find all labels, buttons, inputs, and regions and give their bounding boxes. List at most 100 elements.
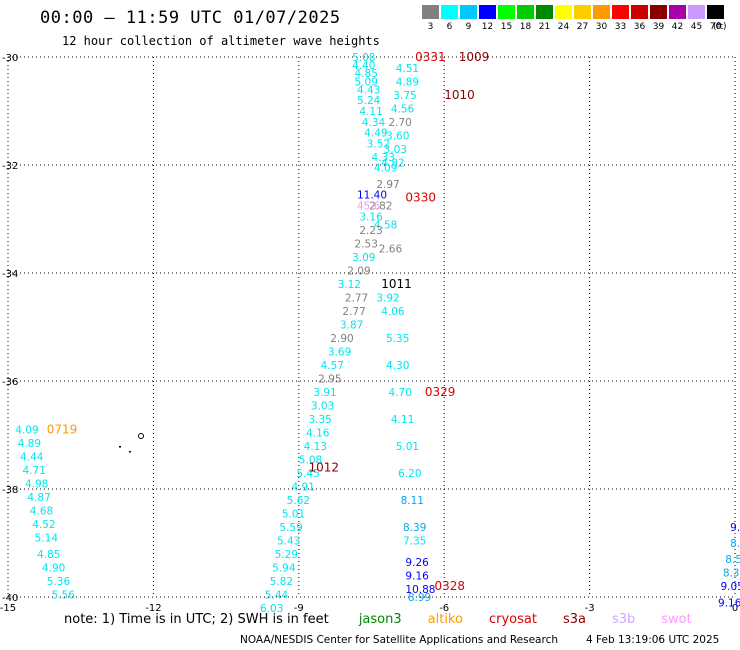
wave-height-label: 5.01: [396, 441, 419, 453]
color-swatch: [688, 5, 705, 19]
page-subtitle: 12 hour collection of altimeter wave hei…: [62, 34, 380, 48]
y-tick-label: -32: [2, 161, 18, 172]
color-swatch-label: 45: [690, 22, 703, 32]
wave-height-observations: 5.084.404.855.094.435.244.114.344.493.52…: [15, 52, 740, 615]
x-tick-label: -15: [0, 603, 16, 614]
color-swatch-label: 33: [614, 22, 627, 32]
y-tick-label: -34: [2, 269, 18, 280]
wave-height-label: 2.77: [345, 292, 368, 304]
wave-height-label: 3.87: [340, 319, 363, 331]
wave-height-label: 8.5: [725, 554, 740, 566]
satellite-legend-item: altiko: [427, 612, 463, 627]
satellite-legend: jason3 altiko cryosat s3a s3b swot: [337, 612, 696, 627]
wave-height-label: 9.26: [405, 557, 429, 569]
map-axis-ticks: -15 -12 -9 -6 -3 0-30-32-34-36-38-40: [0, 53, 738, 614]
wave-height-label: 2.53: [355, 238, 378, 250]
wave-height-label: 3.60: [386, 130, 409, 142]
pass-time-label: 0328: [435, 579, 466, 593]
wave-height-label: 8.7: [730, 538, 740, 550]
wave-height-label: 2.90: [330, 333, 353, 345]
color-swatch: [460, 5, 477, 19]
x-tick-label: -6: [439, 603, 449, 614]
wave-height-label: 3.16: [359, 211, 383, 223]
y-tick-label: -30: [2, 53, 18, 64]
wave-height-label: 10.88: [405, 584, 435, 596]
note-text: note: 1) Time is in UTC; 2) SWH is in fe…: [64, 612, 329, 627]
color-swatch: [536, 5, 553, 19]
wave-height-label: 2.95: [318, 373, 341, 385]
island-markers: [119, 433, 144, 453]
wave-height-label: 5.29: [275, 549, 298, 561]
wave-height-label: 5.45: [296, 468, 319, 480]
color-swatch: [479, 5, 496, 19]
color-swatch: [612, 5, 629, 19]
color-swatch-label: 39: [652, 22, 665, 32]
wave-height-label: 8.99: [408, 592, 431, 604]
wave-height-label: 9.: [730, 522, 740, 534]
color-swatch: [593, 5, 610, 19]
color-swatch-label: 18: [519, 22, 532, 32]
wave-height-label: 4.57: [321, 360, 344, 372]
color-swatch: [441, 5, 458, 19]
color-swatch-label: 9: [465, 22, 472, 32]
wave-height-label: 45.6: [357, 201, 381, 213]
color-scale-unit: (ft): [713, 22, 727, 32]
wave-height-label: 2.82: [369, 201, 392, 213]
wave-height-label: 5.08: [352, 52, 375, 64]
satellite-legend-item: s3a: [562, 612, 586, 627]
wave-height-label: 5.14: [35, 533, 59, 545]
color-swatch: [422, 5, 439, 19]
wave-height-label: 5.59: [279, 522, 302, 534]
wave-height-label: 5.35: [386, 333, 409, 345]
wave-height-label: 3.69: [328, 346, 351, 358]
wave-height-label: 4.09: [15, 425, 38, 437]
wave-height-label: 3.03: [311, 400, 334, 412]
wave-height-label: 4.68: [30, 506, 53, 518]
wave-height-label: 4.85: [355, 68, 378, 80]
wave-height-label: 4.89: [18, 438, 41, 450]
satellite-legend-item: swot: [661, 612, 692, 627]
wave-height-label: 4.90: [42, 562, 65, 574]
satellite-legend-item: jason3: [358, 612, 402, 627]
color-swatch: [707, 5, 724, 19]
pass-time-label: 0330: [405, 190, 436, 204]
island-marker: [138, 433, 144, 439]
wave-height-label: 11.40: [357, 190, 387, 202]
wave-height-label: 4.56: [391, 103, 415, 115]
wave-height-label: 4.85: [37, 549, 60, 561]
wave-height-label: 7.35: [403, 535, 426, 547]
color-swatch-label: 6: [446, 22, 453, 32]
color-swatch-label: 27: [576, 22, 589, 32]
wave-height-label: 4.09: [374, 163, 397, 175]
wave-height-label: 8.39: [403, 522, 426, 534]
wave-height-label: 6.03: [260, 603, 283, 615]
color-swatch-label: 24: [557, 22, 570, 32]
wave-height-label: 3.75: [393, 90, 416, 102]
wave-height-label: 4.43: [357, 84, 380, 96]
wave-height-label: 4.51: [396, 63, 419, 75]
y-tick-label: -40: [2, 593, 18, 604]
wave-height-label: 3.09: [352, 252, 375, 264]
wave-height-label: 4.33: [372, 152, 395, 164]
wave-height-label: 5.36: [47, 576, 71, 588]
wave-height-label: 3.35: [308, 414, 331, 426]
wave-height-label: 3.92: [376, 292, 399, 304]
note-line: note: 1) Time is in UTC; 2) SWH is in fe…: [64, 612, 700, 627]
wave-height-label: 4.44: [20, 452, 44, 464]
wave-height-label: 8.11: [401, 495, 424, 507]
wave-height-label: 5.43: [277, 535, 300, 547]
color-swatch: [555, 5, 572, 19]
wave-height-label: 2.66: [379, 244, 403, 256]
wave-height-label: 9.16: [405, 570, 429, 582]
wave-height-label: 3.12: [338, 279, 361, 291]
wave-height-label: 2.77: [342, 306, 365, 318]
color-swatch-label: 21: [538, 22, 551, 32]
pass-time-label: 1011: [381, 277, 412, 291]
wave-height-label: 5.24: [357, 95, 381, 107]
island-marker: [119, 446, 121, 448]
pass-time-label: 0719: [47, 423, 78, 437]
wave-height-label: 4.52: [32, 519, 55, 531]
color-swatch: [650, 5, 667, 19]
wave-height-label: 3.91: [313, 387, 336, 399]
